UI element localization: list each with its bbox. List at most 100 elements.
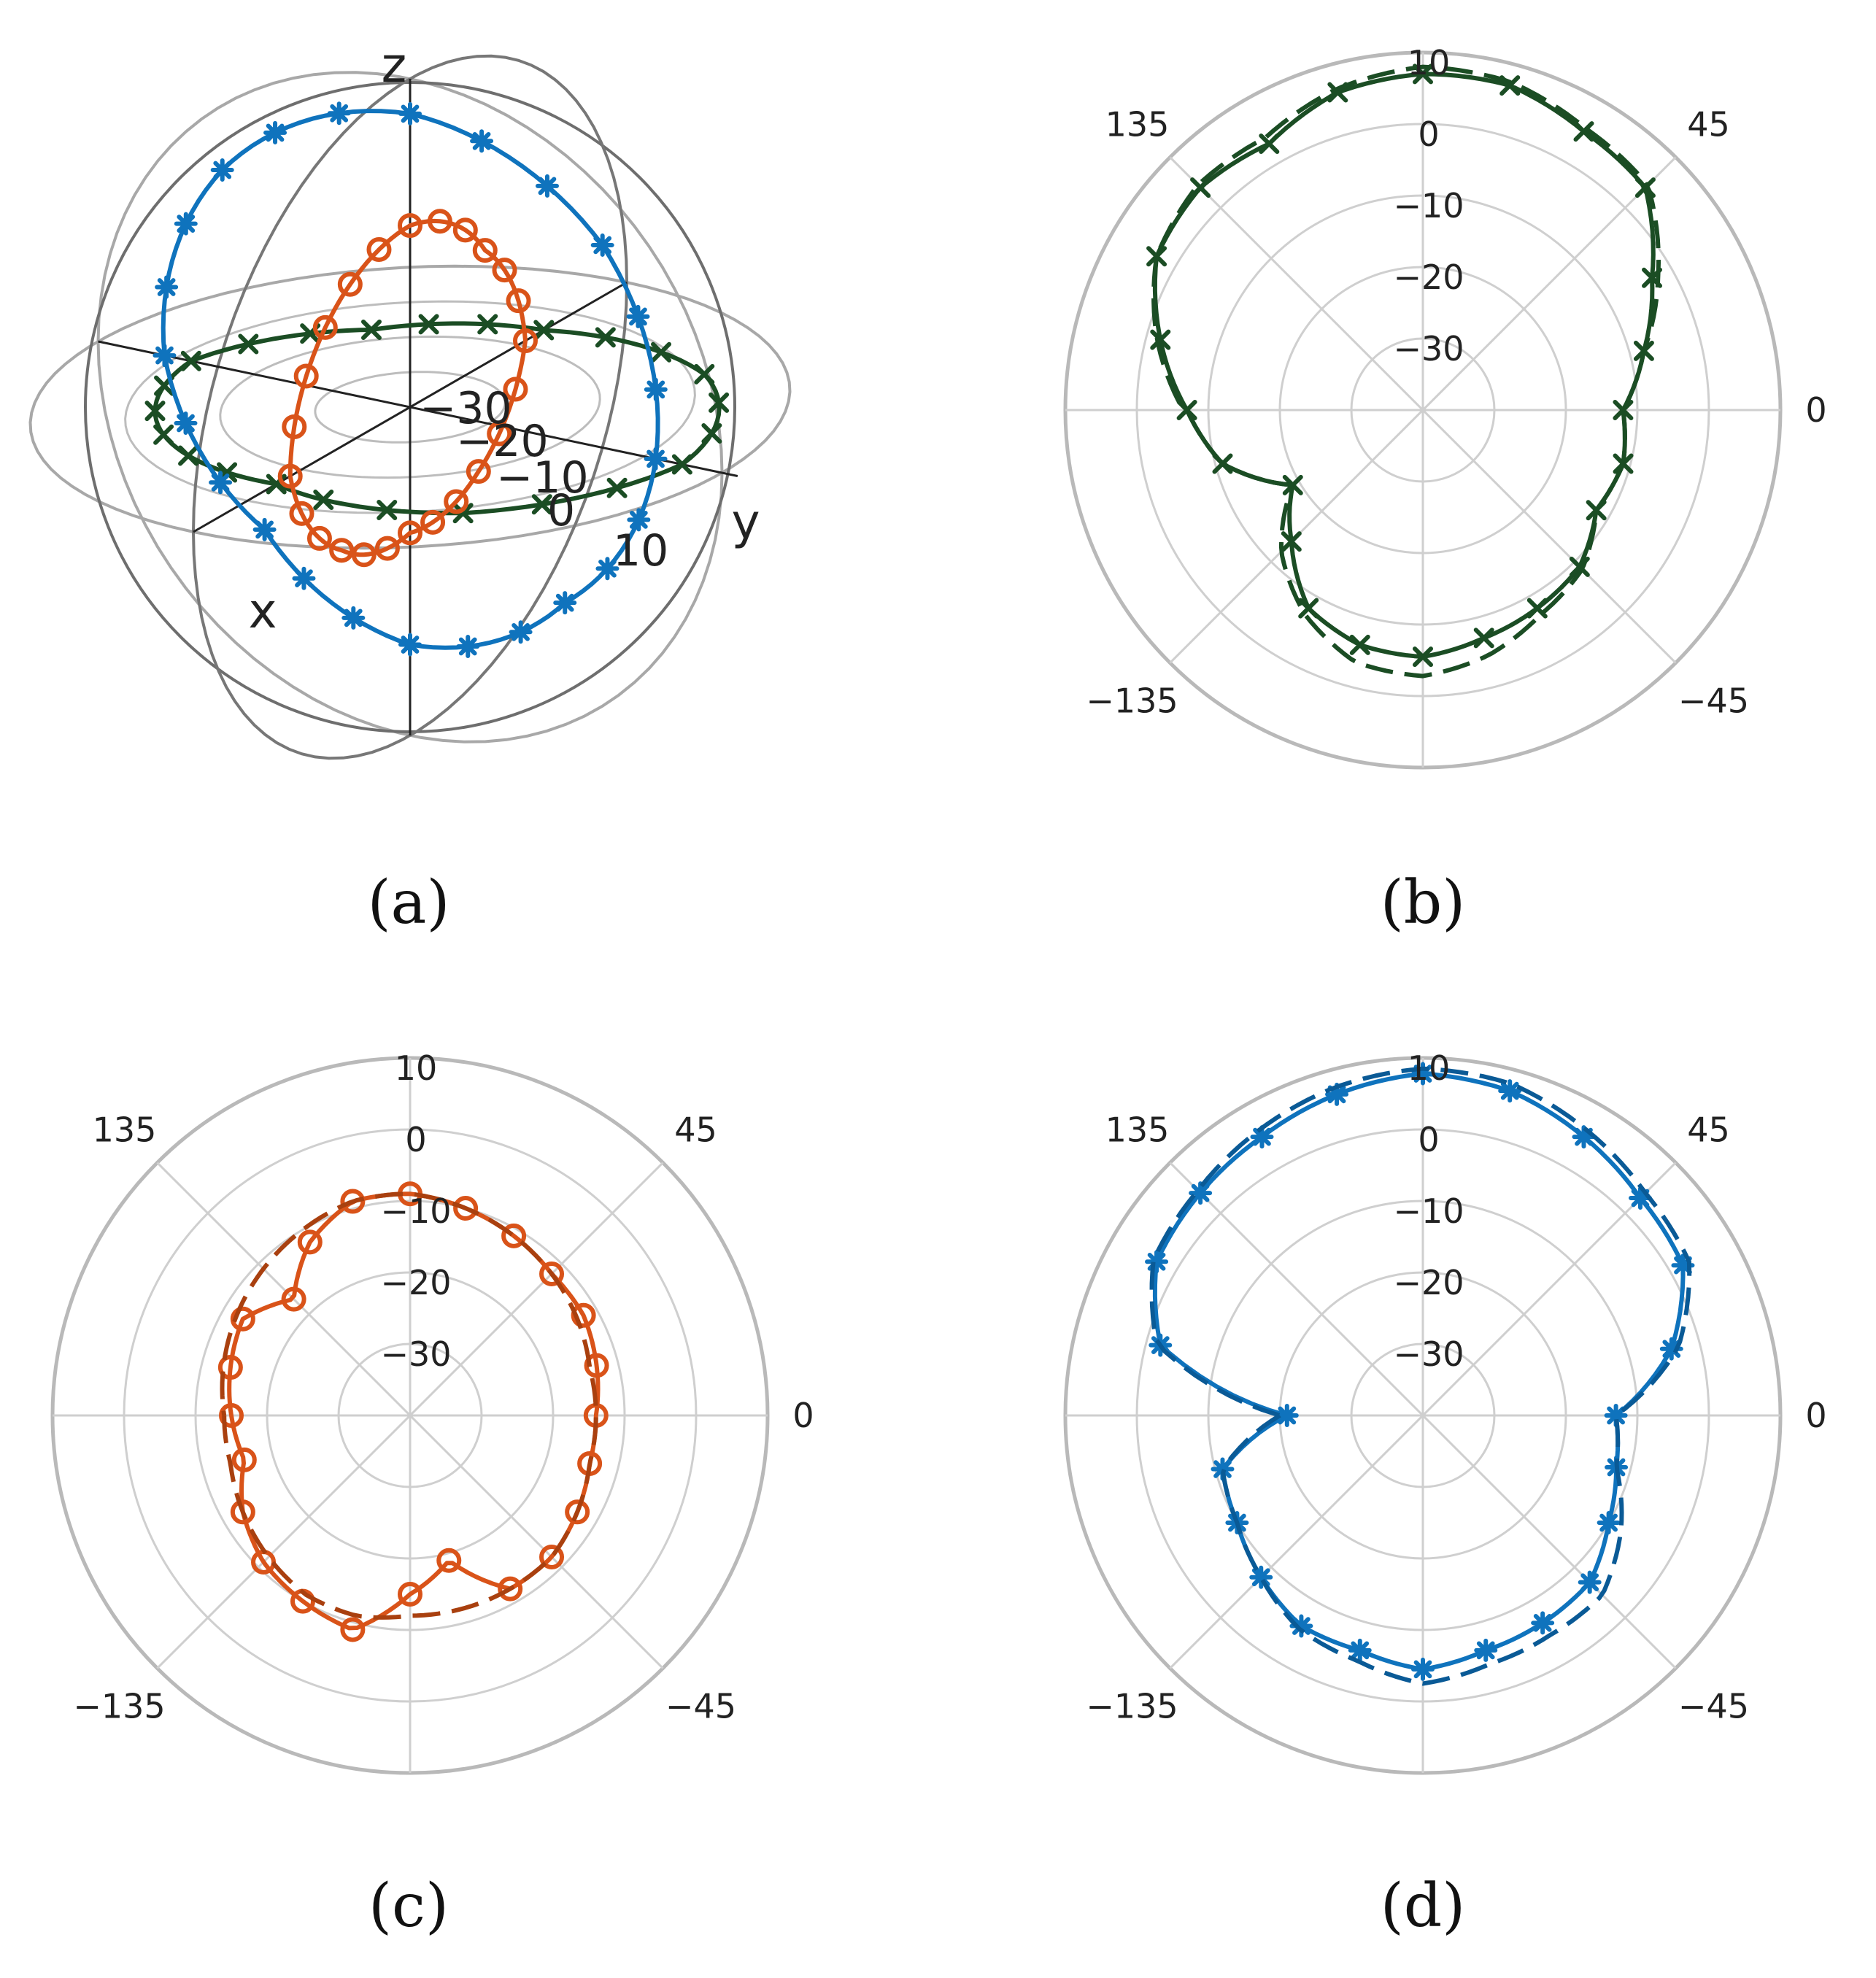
data-marker [210,158,234,182]
radial-tick-label: 0 [1418,1120,1439,1159]
radial-tick-label: 10 [613,525,668,576]
data-marker [312,314,338,340]
data-marker [584,1353,609,1378]
data-marker [1604,1404,1628,1427]
data-marker [1289,1614,1313,1638]
data-marker [498,1576,523,1602]
data-marker [1671,1253,1695,1278]
angle-tick-label: 135 [1105,1110,1170,1149]
data-marker [453,1196,479,1221]
data-marker [178,445,199,466]
data-marker [155,275,179,299]
data-marker [398,101,422,125]
data-marker [282,414,307,439]
angle-tick-label: 0 [1805,1396,1826,1435]
data-marker [1411,1657,1435,1681]
data-marker [539,1545,565,1570]
angle-tick-label: 45 [674,1110,717,1149]
data-marker [456,635,480,659]
data-marker [1189,1181,1213,1205]
angle-tick-label: −45 [665,1686,736,1726]
data-marker [539,1261,565,1286]
radial-tick-label: −30 [1393,1334,1464,1374]
data-marker [472,238,498,263]
data-marker [174,411,198,435]
radial-tick-label: −20 [1393,258,1464,297]
data-marker [340,1617,366,1642]
simulated-curve [220,1191,598,1620]
data-marker [1659,1337,1683,1361]
data-marker [1281,531,1302,552]
data-marker [180,350,201,371]
data-marker [1146,246,1167,267]
data-marker [1498,1079,1522,1103]
data-marker [487,421,512,447]
data-marker [644,377,668,401]
data-marker [466,459,491,484]
data-marker [1325,1082,1349,1106]
data-marker [444,489,469,514]
panel-b-polar-chart: 10 0 −10 −20 −30 0 45 135 −135 −45 [1063,43,1827,770]
data-marker [1526,598,1548,619]
data-marker [1474,1638,1498,1662]
data-marker [1597,1511,1621,1534]
data-marker [1250,1125,1274,1149]
y-axis [98,340,738,477]
data-marker [377,500,398,521]
data-marker [627,508,651,532]
data-marker [701,423,722,444]
data-marker [1413,646,1433,668]
angle-tick-label: 135 [93,1110,157,1149]
radial-tick-label: −10 [496,452,589,503]
radial-tick-label: −30 [380,1334,451,1374]
data-marker [219,1403,244,1428]
data-marker [1572,1125,1596,1149]
data-marker [671,454,692,475]
data-marker [398,213,422,239]
radial-tick-label: −20 [456,416,549,467]
radial-tick-label: 0 [547,485,575,536]
angle-tick-label: 0 [792,1396,814,1435]
data-marker [531,494,552,515]
data-marker [281,1286,306,1312]
grid-spoke-135 [156,1162,664,1669]
caption-d: (d) [1381,1871,1465,1941]
data-marker [651,341,672,363]
radial-tick-label: −20 [380,1263,451,1302]
xz-plane-curve [287,218,528,557]
data-marker [238,333,259,355]
radial-tick-label: −30 [1393,329,1464,368]
radial-tick-label: 10 [1408,1048,1451,1088]
data-marker [492,258,517,283]
data-marker [509,620,533,644]
data-marker [230,1306,255,1332]
z-axis-label: z [382,37,407,93]
data-marker [1573,121,1594,142]
data-marker [231,1447,257,1472]
data-marker [512,328,538,354]
data-marker [217,1355,243,1380]
radial-tick-label: −30 [420,383,512,434]
data-marker [398,633,422,657]
data-marker [327,101,351,125]
data-marker [153,424,174,445]
data-marker [452,503,474,524]
simulated-curve [1151,64,1661,679]
data-marker [398,1582,422,1607]
data-marker [306,525,332,551]
data-marker [595,327,616,348]
angle-tick-label: 0 [1805,390,1826,430]
data-marker [571,1302,596,1328]
data-marker [626,304,650,328]
data-marker [436,1548,462,1573]
data-marker [1578,1570,1602,1594]
data-marker [1249,1565,1273,1589]
data-marker [1275,1404,1299,1427]
radial-tick-label: −20 [1393,1263,1464,1302]
simulated-curve [1149,1066,1692,1686]
x-axis-label: x [248,583,277,639]
radial-tick-label: −10 [1393,186,1464,225]
data-marker [501,1223,527,1248]
angle-tick-label: −135 [1086,681,1178,720]
angle-tick-label: 45 [1687,104,1730,144]
